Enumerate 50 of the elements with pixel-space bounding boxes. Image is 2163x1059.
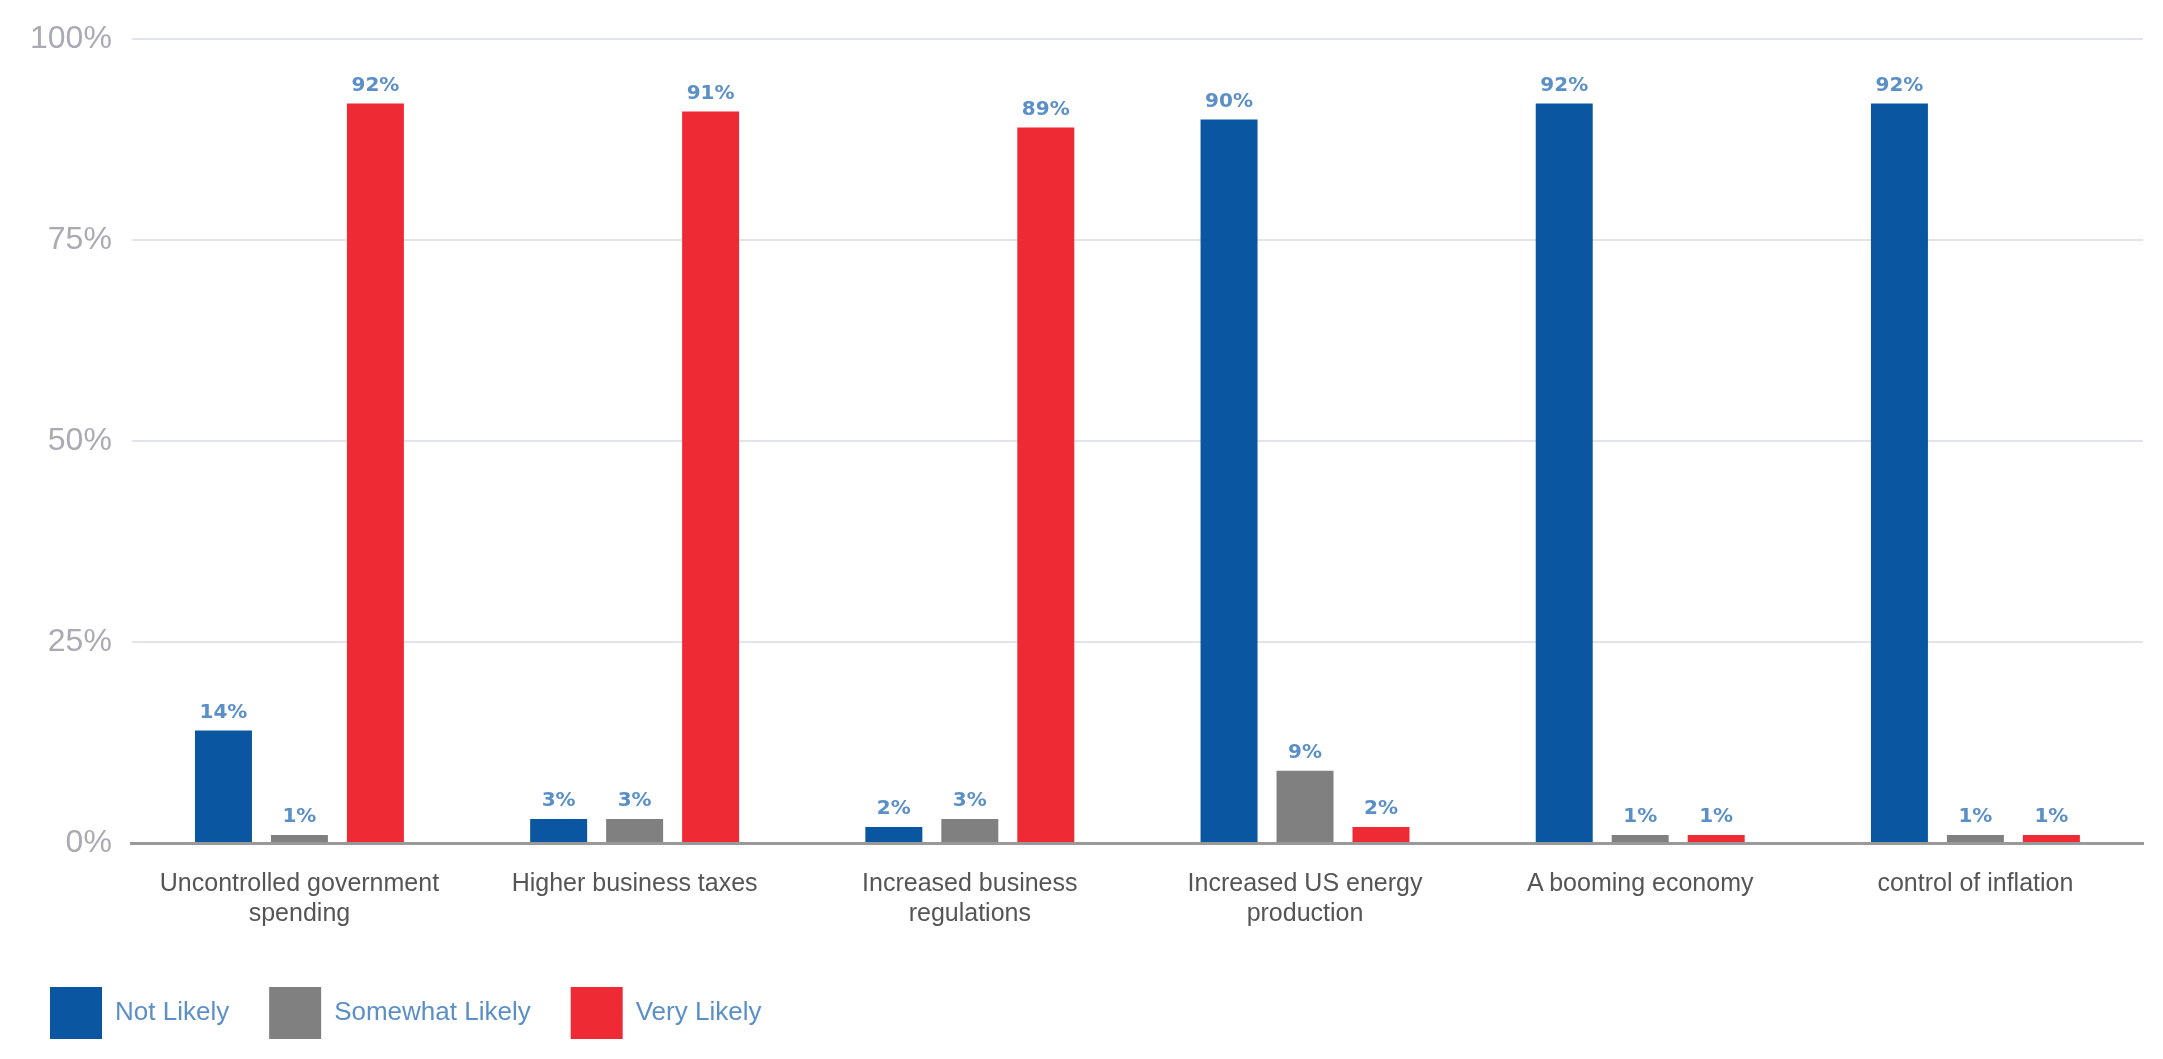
bar [1946,834,2004,842]
bar [1276,770,1334,842]
bar [194,730,252,842]
bar [1535,103,1593,842]
x-tick-label: control of inflation [1877,867,2074,896]
data-label: 92% [351,71,400,96]
data-label: 14% [199,698,248,723]
data-label: 3% [541,787,576,812]
data-label: 92% [1875,71,1924,96]
bar [682,111,740,842]
legend-label: Somewhat Likely [334,996,531,1027]
x-tick-label: A booming economy [1526,867,1754,896]
bar [865,826,923,842]
data-label: 3% [617,787,652,812]
data-label: 3% [952,787,987,812]
bar [346,103,404,842]
x-tick-label: Increased US energy production [1187,867,1423,926]
data-label: 89% [1021,95,1070,120]
y-tick-label: 75% [47,219,112,256]
bar [941,818,999,842]
data-label: 2% [876,795,911,820]
x-tick-label: Uncontrolled government spending [159,867,440,926]
bar [1017,127,1075,842]
data-label: 92% [1540,71,1589,96]
data-label: 1% [2034,803,2069,828]
bar [1611,834,1669,842]
legend-label: Not Likely [115,996,230,1027]
data-label: 1% [1623,803,1658,828]
data-label: 1% [1699,803,1734,828]
data-label: 1% [282,803,317,828]
bar [530,818,588,842]
x-tick-label: Higher business taxes [511,867,758,896]
bar [606,818,664,842]
bar [1687,834,1745,842]
y-tick-label: 25% [47,621,112,658]
bar [1352,826,1410,842]
data-label: 9% [1288,738,1322,763]
legend-label: Very Likely [635,996,762,1027]
bar [2022,834,2080,842]
x-tick-label: Increased business regulations [862,867,1078,926]
data-label: 90% [1205,87,1253,112]
y-tick-label: 0% [65,822,112,859]
data-label: 1% [1958,803,1993,828]
data-label: 91% [686,79,735,104]
data-label: 2% [1364,795,1398,820]
bar [1870,103,1928,842]
bar [270,834,328,842]
bar [1200,119,1258,842]
y-tick-label: 50% [47,420,112,457]
y-tick-label: 100% [30,19,112,56]
